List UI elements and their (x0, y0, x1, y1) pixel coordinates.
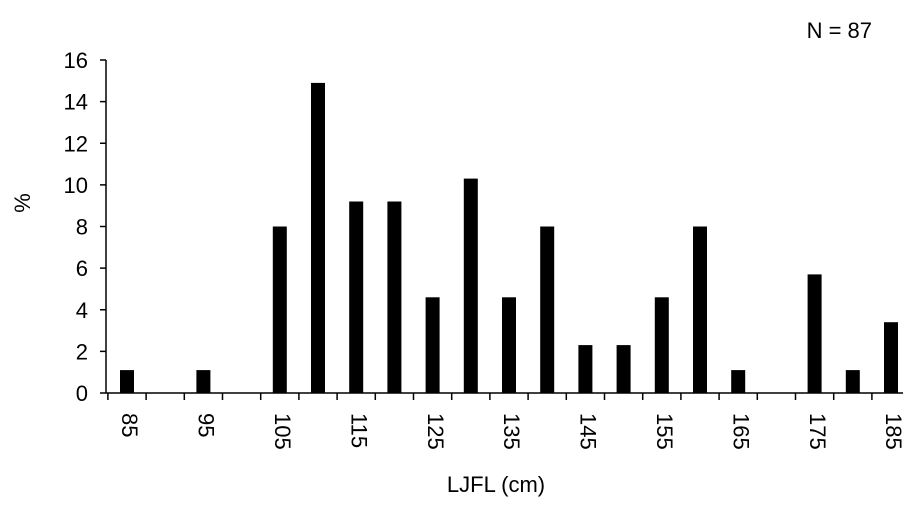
x-tick-label: 115 (346, 413, 371, 448)
x-tick-label: 155 (652, 413, 677, 450)
bar-105 (272, 226, 287, 393)
bar-160 (693, 226, 707, 393)
x-tick-label: 95 (194, 413, 219, 437)
y-tick-label: 2 (76, 339, 88, 364)
y-tick-label: 10 (64, 173, 88, 198)
y-tick-label: 0 (76, 381, 88, 406)
bar-120 (387, 201, 402, 393)
y-tick-label: 12 (64, 131, 88, 156)
bar-145 (578, 345, 593, 393)
y-tick-label: 6 (76, 256, 88, 281)
x-tick-label: 165 (728, 413, 753, 450)
bar-140 (540, 226, 555, 393)
bar-135 (502, 297, 516, 393)
bar-165 (731, 370, 746, 393)
bar-180 (845, 370, 860, 393)
bar-185 (884, 322, 898, 393)
y-tick-label: 16 (64, 48, 88, 73)
bar-110 (311, 82, 325, 394)
y-tick-label: 4 (76, 298, 88, 323)
axes (100, 59, 903, 400)
x-tick-label: 105 (270, 413, 295, 450)
bar-130 (463, 178, 478, 393)
annotation-n: N = 87 (807, 18, 872, 43)
bar-150 (616, 345, 631, 393)
x-tick-label: 85 (117, 413, 142, 437)
x-tick-label: 175 (805, 413, 830, 450)
x-tick-label: 125 (423, 413, 448, 450)
y-tick-label: 14 (64, 90, 88, 115)
x-tick-label: 145 (576, 413, 601, 450)
y-axis-title: % (10, 193, 35, 213)
x-axis-title: LJFL (cm) (447, 472, 545, 497)
y-tick-label: 8 (76, 215, 88, 240)
bar-85 (120, 370, 134, 393)
x-tick-label: 135 (499, 413, 524, 450)
bar-155 (654, 297, 669, 393)
bar-115 (349, 201, 364, 393)
x-tick-label: 185 (881, 413, 906, 450)
bars (120, 82, 898, 394)
bar-175 (807, 274, 822, 393)
bar-125 (425, 297, 440, 393)
tick-labels: 0 2 4 6 8 10 12 14 16 85 95 105 115 125 135 145 155 165 17… (64, 48, 907, 450)
bar-95 (196, 370, 211, 393)
